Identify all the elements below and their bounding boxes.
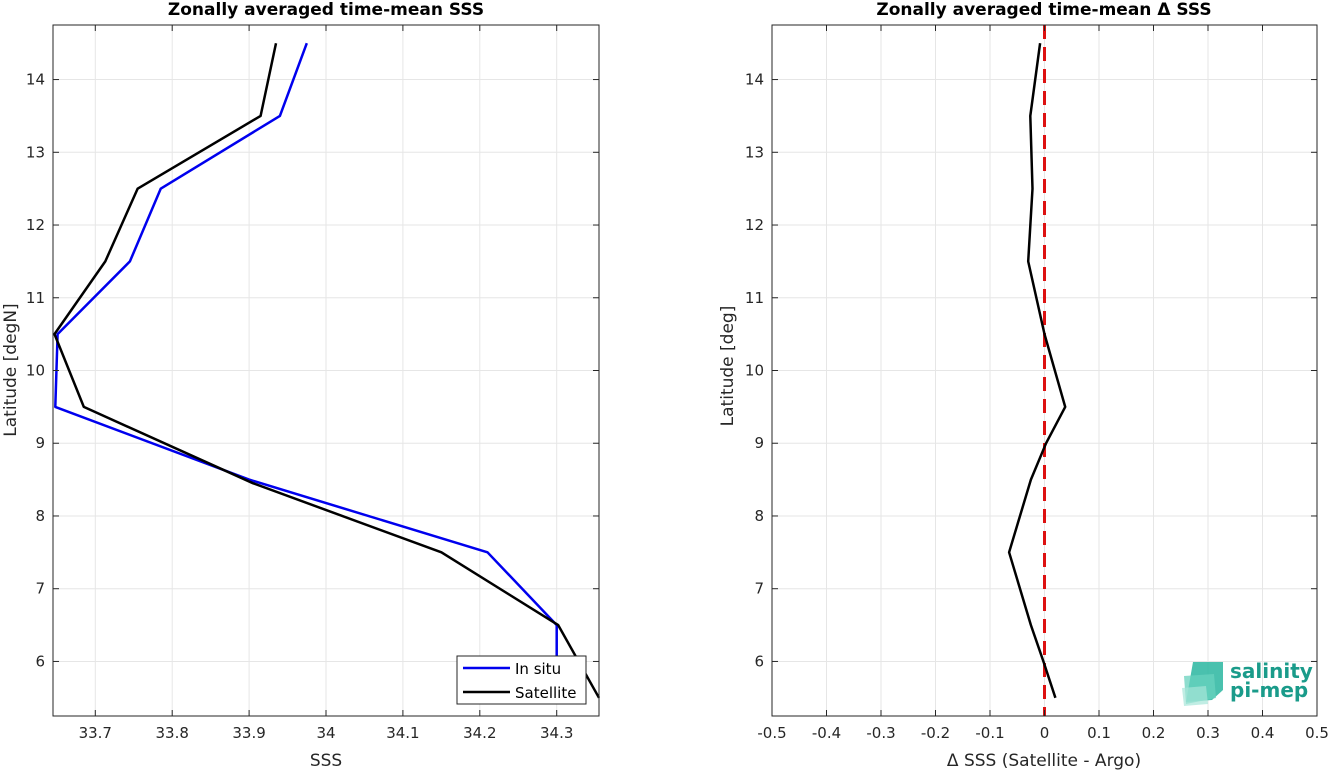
sss-ticks: 33.7 33.8 33.9 34 34.1 34.2 34.3 6 7 8 9 10 11 12 13 14 xyxy=(26,25,599,742)
sss-xtick-label: 34.2 xyxy=(463,724,496,742)
delta-ytick-label: 8 xyxy=(754,507,764,525)
delta-sss-panel: -0.5 -0.4 -0.3 -0.2 -0.1 0 0.1 0.2 0.3 0.4 0.5 6 7 8 9… xyxy=(718,0,1329,770)
delta-xtick-label: 0.2 xyxy=(1142,724,1166,742)
delta-xlabel: Δ SSS (Satellite - Argo) xyxy=(947,751,1141,770)
delta-ytick-label: 10 xyxy=(745,362,764,380)
legend-label-satellite: Satellite xyxy=(515,684,576,702)
delta-title: Zonally averaged time-mean Δ SSS xyxy=(876,0,1211,20)
sss-ytick-label: 10 xyxy=(26,362,45,380)
logo-shape-front xyxy=(1182,686,1208,706)
sss-ytick-label: 8 xyxy=(35,507,45,525)
delta-ytick-label: 9 xyxy=(754,434,764,452)
delta-xtick-label: -0.4 xyxy=(812,724,841,742)
sss-ytick-label: 7 xyxy=(35,580,45,598)
legend-box xyxy=(456,655,587,705)
sss-title: Zonally averaged time-mean SSS xyxy=(168,0,484,20)
sss-ytick-label: 11 xyxy=(26,289,45,307)
delta-ytick-label: 14 xyxy=(745,71,764,89)
sss-xtick-label: 34.3 xyxy=(540,724,573,742)
salinity-pi-mep-logo: salinity pi-mep xyxy=(1182,659,1313,706)
delta-ticks: -0.5 -0.4 -0.3 -0.2 -0.1 0 0.1 0.2 0.3 0.4 0.5 6 7 8 9… xyxy=(745,25,1329,742)
delta-xtick-label: 0.4 xyxy=(1251,724,1275,742)
sss-ytick-label: 6 xyxy=(35,652,45,670)
sss-xtick-label: 33.7 xyxy=(79,724,112,742)
delta-xtick-label: 0.5 xyxy=(1305,724,1329,742)
delta-xtick-label: 0.3 xyxy=(1196,724,1220,742)
sss-xtick-label: 33.9 xyxy=(232,724,265,742)
sss-ytick-label: 13 xyxy=(26,143,45,161)
sss-grid xyxy=(53,25,599,716)
sss-ylabel: Latitude [degN] xyxy=(1,303,21,436)
delta-xtick-label: -0.2 xyxy=(921,724,950,742)
delta-ytick-label: 13 xyxy=(745,143,764,161)
delta-ytick-label: 7 xyxy=(754,580,764,598)
sss-xlabel: SSS xyxy=(310,751,342,770)
delta-ytick-label: 6 xyxy=(754,652,764,670)
delta-ytick-label: 11 xyxy=(745,289,764,307)
sss-series-satellite xyxy=(53,42,601,699)
delta-ylabel: Latitude [deg] xyxy=(718,306,738,427)
delta-ytick-label: 12 xyxy=(745,216,764,234)
delta-xtick-label: -0.1 xyxy=(975,724,1004,742)
delta-xtick-label: 0 xyxy=(1040,724,1050,742)
delta-xtick-label: -0.5 xyxy=(757,724,786,742)
sss-panel: 33.7 33.8 33.9 34 34.1 34.2 34.3 6 7 8 9 10 11 12 13 14… xyxy=(1,0,601,770)
sss-xtick-label: 33.8 xyxy=(155,724,188,742)
logo-text-salinity: salinity xyxy=(1230,659,1313,683)
delta-series-group xyxy=(1007,25,1067,716)
legend: In situ Satellite xyxy=(456,655,587,705)
sss-xtick-label: 34 xyxy=(316,724,335,742)
delta-xtick-label: 0.1 xyxy=(1087,724,1111,742)
sss-xtick-label: 34.1 xyxy=(386,724,419,742)
legend-label-in-situ: In situ xyxy=(515,660,561,678)
delta-series-delta xyxy=(1007,43,1067,699)
sss-ytick-label: 9 xyxy=(35,434,45,452)
sss-ytick-label: 14 xyxy=(26,71,45,89)
delta-xtick-label: -0.3 xyxy=(866,724,895,742)
sss-ytick-label: 12 xyxy=(26,216,45,234)
logo-text-pi-mep: pi-mep xyxy=(1230,678,1308,702)
